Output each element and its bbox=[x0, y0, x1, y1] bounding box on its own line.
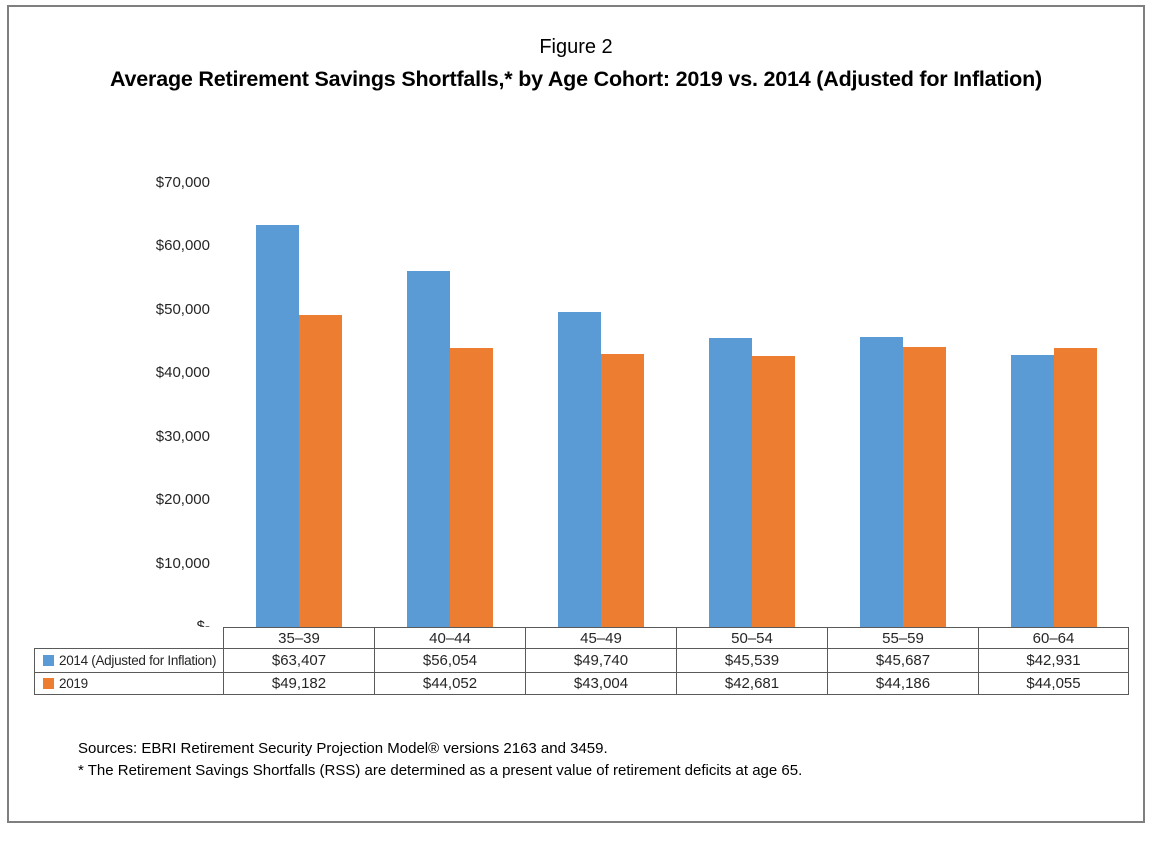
bar-2019-55–59 bbox=[902, 346, 946, 627]
bar-2019-40–44 bbox=[449, 347, 493, 627]
y-axis-tick-label: $30,000 bbox=[155, 427, 210, 445]
value-cell: $63,407 bbox=[223, 648, 374, 672]
value-cell: $42,931 bbox=[978, 648, 1129, 672]
value-cell: $43,004 bbox=[525, 672, 676, 695]
legend-swatch-icon bbox=[43, 678, 54, 689]
bar-2019-35–39 bbox=[298, 315, 342, 627]
category-header: 35–39 bbox=[223, 627, 374, 648]
footnotes: Sources: EBRI Retirement Security Projec… bbox=[78, 738, 802, 782]
bar-2019-50–54 bbox=[751, 356, 795, 627]
bar-2014-35–39 bbox=[255, 224, 299, 627]
legend-cell: 2014 (Adjusted for Inflation) bbox=[34, 648, 223, 672]
figure-frame: Figure 2 Average Retirement Savings Shor… bbox=[7, 5, 1145, 823]
legend-swatch-icon bbox=[43, 655, 54, 666]
category-header: 60–64 bbox=[978, 627, 1129, 648]
value-cell: $42,681 bbox=[676, 672, 827, 695]
chart-area: $70,000 $60,000 $50,000 $40,000 $30,000 $20,0… bbox=[9, 7, 1143, 821]
y-axis-tick-label: $60,000 bbox=[155, 237, 210, 255]
footnote-sources: Sources: EBRI Retirement Security Projec… bbox=[78, 740, 608, 757]
bar-2014-60–64 bbox=[1010, 354, 1054, 627]
value-cell: $45,539 bbox=[676, 648, 827, 672]
y-axis-tick-label: $70,000 bbox=[155, 174, 210, 191]
legend-label: 2019 bbox=[59, 676, 88, 691]
value-cell: $45,687 bbox=[827, 648, 978, 672]
footnote-asterisk: * The Retirement Savings Shortfalls (RSS… bbox=[78, 762, 803, 779]
bar-2014-45–49 bbox=[557, 311, 601, 627]
value-cell: $49,740 bbox=[525, 648, 676, 672]
value-cell: $56,054 bbox=[374, 648, 525, 672]
figure-subtitle: Average Retirement Savings Shortfalls,* … bbox=[109, 67, 1042, 91]
value-cell: $44,052 bbox=[374, 672, 525, 695]
y-axis-tick-label: $40,000 bbox=[155, 364, 210, 382]
value-cell: $44,055 bbox=[978, 672, 1129, 695]
table-corner-spacer bbox=[34, 627, 223, 648]
bar-2014-55–59 bbox=[859, 337, 903, 627]
legend-cell: 2019 bbox=[34, 672, 223, 695]
bar-2014-40–44 bbox=[406, 271, 450, 627]
value-cell: $44,186 bbox=[827, 672, 978, 695]
bar-2014-50–54 bbox=[708, 338, 752, 627]
legend-label: 2014 (Adjusted for Inflation) bbox=[59, 653, 217, 668]
y-axis-tick-label: $20,000 bbox=[155, 491, 210, 509]
category-header: 55–59 bbox=[827, 627, 978, 648]
y-axis-tick-label: $50,000 bbox=[155, 300, 210, 318]
category-header: 50–54 bbox=[676, 627, 827, 648]
category-header: 45–49 bbox=[525, 627, 676, 648]
data-table: 35–39 40–44 45–49 50–54 55–59 60–64 2014 (Adju… bbox=[34, 627, 1129, 695]
bar-2019-45–49 bbox=[600, 354, 644, 627]
y-axis-tick-label: $10,000 bbox=[155, 554, 210, 572]
value-cell: $49,182 bbox=[223, 672, 374, 695]
figure-title: Figure 2 bbox=[539, 36, 613, 58]
bar-2019-60–64 bbox=[1053, 347, 1097, 627]
category-header: 40–44 bbox=[374, 627, 525, 648]
